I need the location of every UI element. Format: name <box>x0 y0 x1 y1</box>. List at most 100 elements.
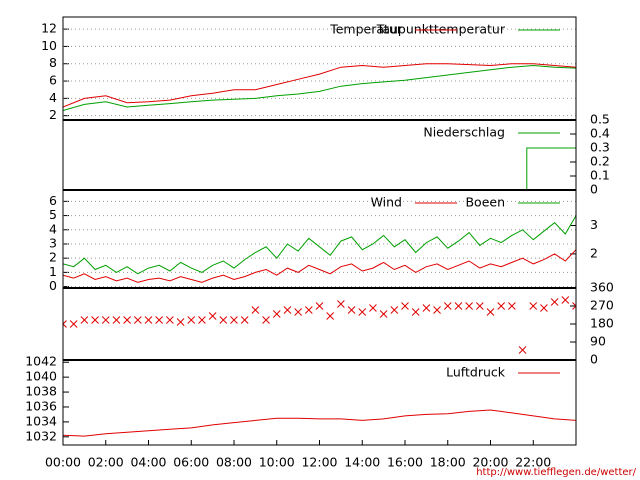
legend-label: Wind <box>371 195 402 210</box>
y-tick-label: 3 <box>590 217 598 232</box>
x-tick-label: 18:00 <box>430 455 466 470</box>
x-tick-label: 08:00 <box>216 455 252 470</box>
direction-point <box>529 302 538 310</box>
direction-point <box>272 310 281 318</box>
y-tick-label: 0 <box>590 182 598 197</box>
source-url: http://www.tiefflegen.de/wetter/ <box>476 467 636 478</box>
y-tick-label: 1034 <box>25 413 57 428</box>
legend-label: Niederschlag <box>423 125 505 140</box>
direction-point <box>283 306 292 314</box>
legend-label: Temperatur <box>329 22 403 37</box>
y-tick-label: 0.5 <box>590 112 610 127</box>
direction-point <box>208 312 217 320</box>
y-tick-label: 5 <box>49 207 57 222</box>
direction-point <box>294 308 302 316</box>
y-tick-label: 0.4 <box>590 126 610 141</box>
y-tick-label: 8 <box>49 55 57 70</box>
direction-point <box>497 302 506 310</box>
direction-point <box>422 304 431 312</box>
x-tick-label: 12:00 <box>301 455 337 470</box>
direction-point <box>69 320 78 328</box>
direction-point <box>369 304 377 312</box>
y-tick-label: 360 <box>590 280 614 295</box>
direction-point <box>198 316 206 324</box>
y-tick-label: 1042 <box>25 354 57 369</box>
direction-point <box>326 312 335 320</box>
series-line <box>63 249 576 283</box>
direction-point <box>112 316 121 324</box>
y-tick-label: 1036 <box>25 398 57 413</box>
direction-point <box>347 306 356 314</box>
series-line <box>63 63 576 108</box>
direction-point <box>315 302 324 310</box>
direction-point <box>561 296 570 304</box>
direction-point <box>508 302 516 310</box>
y-tick-label: 0.3 <box>590 140 610 155</box>
direction-point <box>475 302 484 310</box>
direction-point <box>144 316 153 324</box>
y-tick-label: 1040 <box>25 369 57 384</box>
legend-label: Boeen <box>465 195 505 210</box>
y-tick-label: 12 <box>41 21 57 36</box>
direction-point <box>465 302 473 310</box>
direction-point <box>80 316 89 324</box>
y-tick-label: 270 <box>590 298 614 313</box>
y-tick-label: 4 <box>49 90 57 105</box>
direction-point <box>251 306 260 314</box>
legend-label: Luftdruck <box>446 365 506 380</box>
legend-label: Taupunkttemperatur <box>376 22 506 37</box>
x-tick-label: 04:00 <box>130 455 166 470</box>
x-tick-label: 20:00 <box>472 455 508 470</box>
direction-point <box>518 346 527 354</box>
direction-point <box>219 316 228 324</box>
direction-point <box>304 306 313 314</box>
direction-point <box>166 316 174 324</box>
direction-point <box>230 316 238 324</box>
y-tick-label: 1032 <box>25 428 57 443</box>
y-tick-label: 0.1 <box>590 168 610 183</box>
y-tick-label: 0 <box>49 278 57 293</box>
x-tick-label: 14:00 <box>344 455 380 470</box>
direction-point <box>123 316 131 324</box>
y-tick-label: 1 <box>49 264 57 279</box>
direction-point <box>486 308 495 316</box>
y-tick-label: 4 <box>49 221 57 236</box>
y-tick-label: 6 <box>49 73 57 88</box>
y-tick-label: 3 <box>49 235 57 250</box>
series-line <box>63 409 576 437</box>
direction-point <box>187 316 196 324</box>
direction-point <box>91 316 99 324</box>
direction-point <box>540 304 548 312</box>
x-tick-label: 22:00 <box>515 455 551 470</box>
x-tick-label: 00:00 <box>45 455 81 470</box>
series-line <box>63 215 576 275</box>
direction-point <box>411 308 420 316</box>
direction-point <box>358 308 367 316</box>
y-tick-label: 0 <box>590 352 598 367</box>
y-tick-label: 1038 <box>25 384 57 399</box>
y-tick-label: 10 <box>41 38 57 53</box>
x-tick-label: 16:00 <box>387 455 423 470</box>
direction-point <box>262 316 270 324</box>
direction-point <box>101 316 110 324</box>
direction-point <box>337 300 345 308</box>
direction-point <box>176 318 185 326</box>
x-tick-label: 06:00 <box>173 455 209 470</box>
x-tick-label: 02:00 <box>88 455 124 470</box>
y-tick-label: 2 <box>49 107 57 122</box>
y-tick-label: 0.2 <box>590 154 610 169</box>
direction-point <box>390 306 399 314</box>
direction-point <box>433 306 441 314</box>
direction-point <box>550 298 559 306</box>
y-tick-label: 90 <box>590 334 606 349</box>
direction-point <box>155 316 164 324</box>
y-tick-label: 180 <box>590 316 614 331</box>
y-tick-label: 6 <box>49 193 57 208</box>
series-line <box>63 147 576 190</box>
direction-point <box>454 302 463 310</box>
direction-point <box>572 302 576 310</box>
direction-point <box>133 316 142 324</box>
direction-point <box>240 316 249 324</box>
y-tick-label: 2 <box>590 245 598 260</box>
